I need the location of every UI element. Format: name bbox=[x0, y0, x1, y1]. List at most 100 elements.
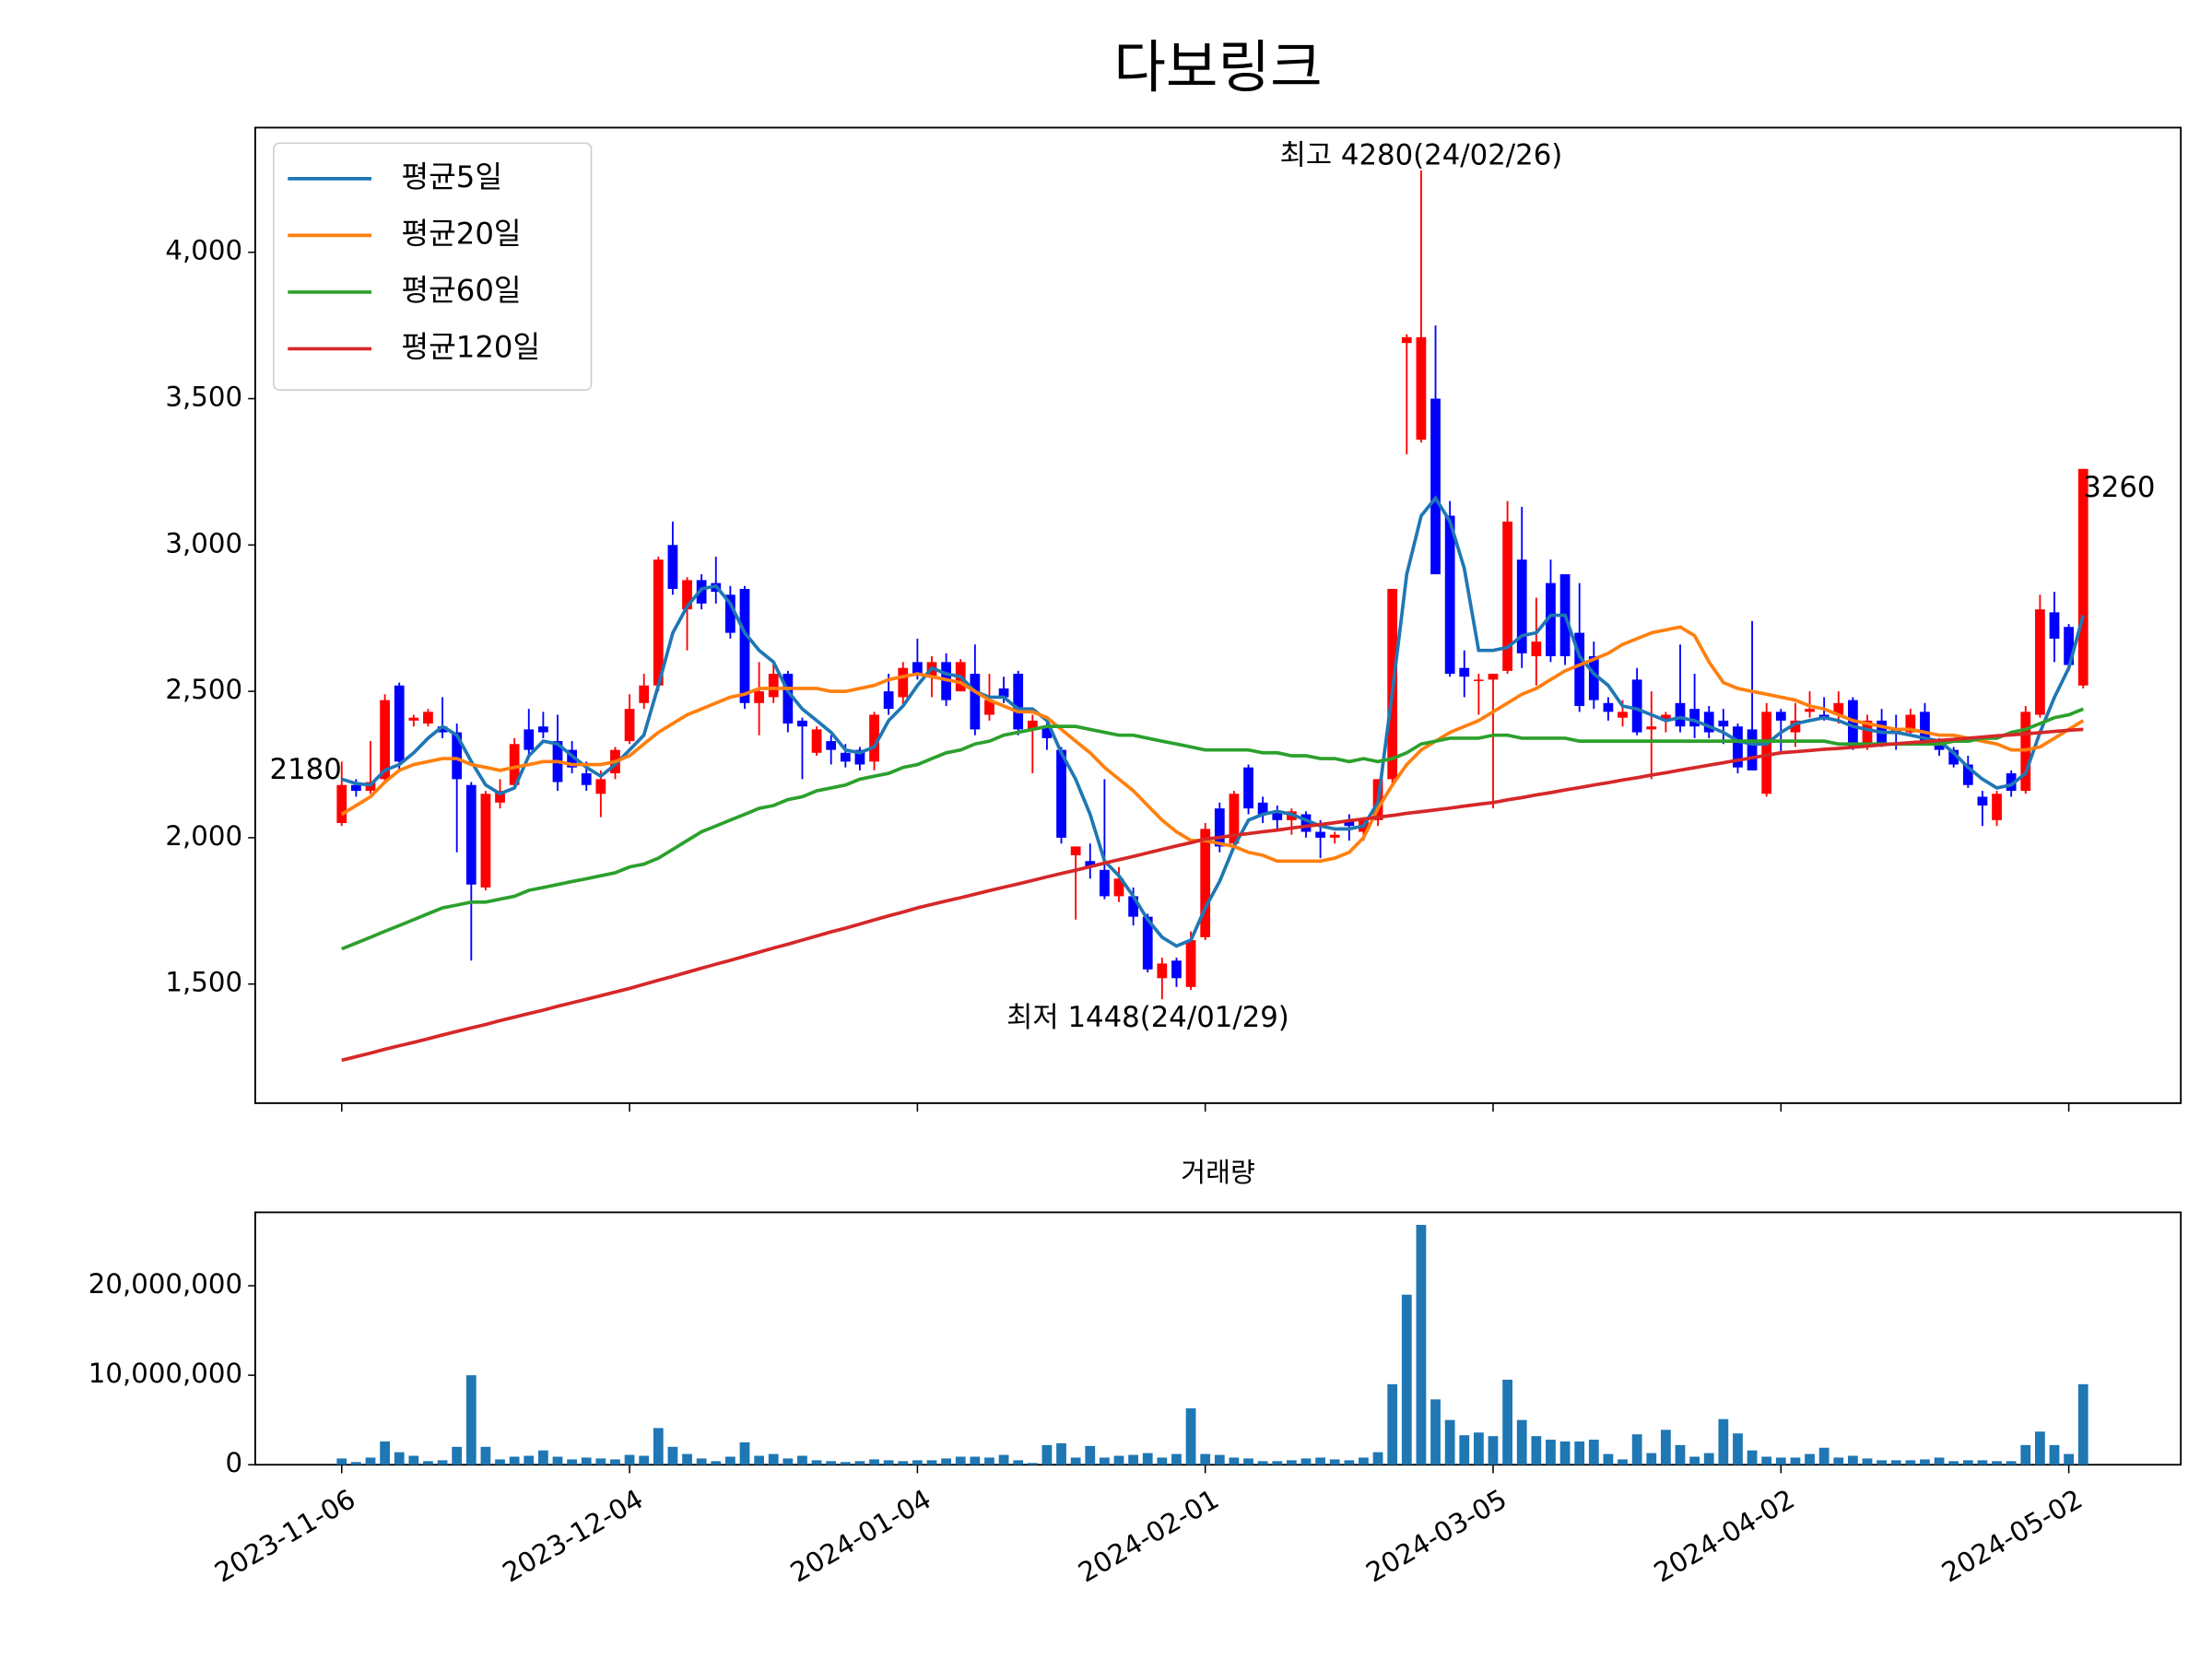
candle-body bbox=[1444, 515, 1455, 675]
candle-body bbox=[1675, 702, 1686, 727]
volume-bar bbox=[394, 1452, 405, 1465]
low-annotation: 최저 1448(24/01/29) bbox=[1006, 1001, 1289, 1034]
candle-body bbox=[682, 580, 692, 610]
volume-bar bbox=[610, 1459, 620, 1465]
candle-body bbox=[394, 685, 405, 762]
candle-body bbox=[380, 700, 391, 780]
volume-bar bbox=[1444, 1419, 1455, 1465]
candle-body bbox=[480, 794, 491, 888]
volume-bar bbox=[1661, 1430, 1671, 1465]
candle-body bbox=[1646, 726, 1657, 730]
volume-bar bbox=[1531, 1436, 1542, 1465]
volume-bar bbox=[883, 1460, 894, 1465]
legend-label: 평균120일 bbox=[401, 329, 540, 364]
candle-body bbox=[1977, 796, 1988, 806]
candle-body bbox=[653, 559, 664, 686]
volume-bar bbox=[1013, 1460, 1024, 1465]
candle-body bbox=[754, 691, 764, 703]
ma-line bbox=[340, 625, 2085, 864]
candle-body bbox=[1344, 819, 1355, 827]
volume-bar bbox=[1877, 1460, 1888, 1465]
volume-bar bbox=[380, 1441, 391, 1465]
volume-bar bbox=[1157, 1457, 1168, 1465]
volume-bar bbox=[495, 1459, 505, 1465]
volume-bar bbox=[1934, 1457, 1945, 1465]
volume-bar bbox=[1603, 1453, 1614, 1465]
candle-body bbox=[1833, 702, 1844, 715]
volume-bar bbox=[1214, 1454, 1225, 1465]
volume-bar bbox=[1272, 1461, 1283, 1465]
volume-bar bbox=[941, 1458, 951, 1465]
candle-body bbox=[797, 720, 807, 727]
volume-bar bbox=[768, 1453, 779, 1465]
volume-bar bbox=[1833, 1457, 1844, 1465]
volume-bar bbox=[423, 1461, 433, 1465]
volume-bar bbox=[1848, 1455, 1858, 1465]
volume-y-tick-label: 20,000,000 bbox=[88, 1268, 242, 1300]
volume-bar bbox=[1113, 1455, 1124, 1465]
volume-bar bbox=[437, 1460, 448, 1465]
candle-body bbox=[998, 688, 1009, 698]
volume-bar bbox=[524, 1455, 535, 1465]
volume-bar bbox=[1200, 1453, 1211, 1465]
volume-bar bbox=[1171, 1453, 1182, 1465]
candle-body bbox=[1733, 726, 1743, 768]
candle-body bbox=[869, 714, 879, 762]
volume-bar bbox=[351, 1462, 361, 1465]
volume-bar bbox=[725, 1456, 735, 1465]
candle-body bbox=[1574, 632, 1585, 706]
volume-bar bbox=[1689, 1456, 1700, 1465]
candle-body bbox=[1920, 712, 1930, 742]
volume-bar bbox=[1401, 1294, 1412, 1465]
candle-body bbox=[1128, 896, 1138, 917]
candle-body bbox=[1013, 674, 1024, 730]
volume-bar bbox=[1056, 1442, 1066, 1465]
volume-bar bbox=[1574, 1441, 1585, 1465]
volume-bar bbox=[1818, 1447, 1830, 1465]
volume-bar bbox=[1300, 1458, 1312, 1465]
volume-bar bbox=[970, 1456, 981, 1465]
volume-bar bbox=[1257, 1461, 1268, 1465]
legend-label: 평균20일 bbox=[401, 216, 521, 251]
volume-bar bbox=[365, 1457, 376, 1465]
candle-body bbox=[1430, 398, 1441, 575]
ma-line bbox=[341, 707, 2084, 951]
volume-bar bbox=[552, 1456, 563, 1465]
candle-body bbox=[1272, 811, 1283, 820]
candle-body bbox=[1171, 960, 1182, 979]
candle-body bbox=[1142, 916, 1153, 970]
volume-bar bbox=[1488, 1436, 1499, 1465]
volume-bar bbox=[2064, 1453, 2074, 1465]
volume-bar bbox=[1027, 1463, 1038, 1465]
volume-bar bbox=[811, 1460, 822, 1465]
legend-box bbox=[273, 142, 593, 391]
candle-body bbox=[811, 729, 822, 753]
volume-bar bbox=[782, 1458, 794, 1465]
candle-body bbox=[1689, 709, 1700, 727]
candle-body bbox=[336, 784, 347, 824]
volume-bar bbox=[1962, 1460, 1973, 1465]
volume-bar bbox=[1387, 1383, 1398, 1465]
volume-bar bbox=[696, 1458, 707, 1465]
volume-bar bbox=[1372, 1452, 1383, 1465]
candle-body bbox=[984, 700, 994, 715]
volume-bar bbox=[452, 1446, 463, 1465]
volume-bar bbox=[639, 1455, 650, 1465]
volume-bar bbox=[538, 1450, 548, 1465]
candle-body bbox=[1056, 749, 1066, 838]
y-tick-label: 3,500 bbox=[165, 382, 242, 413]
candle-body bbox=[739, 588, 750, 703]
volume-bar bbox=[509, 1456, 520, 1465]
candle-body bbox=[1401, 336, 1412, 344]
candle-body bbox=[351, 784, 361, 792]
candle-body bbox=[639, 685, 650, 703]
candle-body bbox=[595, 779, 606, 794]
volume-bar bbox=[1546, 1440, 1556, 1465]
candle-body bbox=[1488, 674, 1499, 680]
candle-body bbox=[1516, 559, 1527, 653]
volume-bar bbox=[1474, 1432, 1484, 1465]
candle-body bbox=[1100, 869, 1110, 897]
volume-bar bbox=[1185, 1408, 1196, 1465]
volume-bar bbox=[2006, 1461, 2017, 1465]
